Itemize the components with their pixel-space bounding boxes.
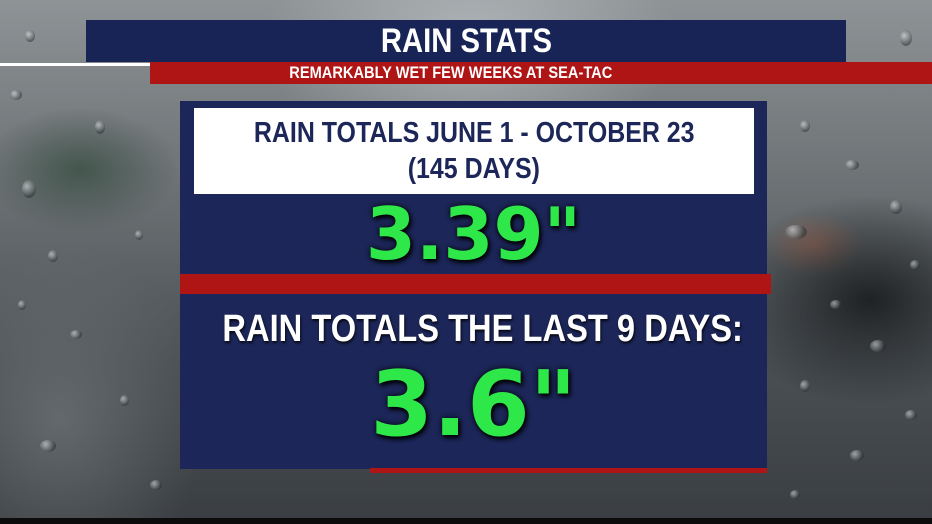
stat-1-label-box: RAIN TOTALS JUNE 1 - OCTOBER 23 (145 DAY… [194,108,754,194]
stat-2-value: 3.6" [370,352,577,457]
stat-1-label-line-2: (145 DAYS) [407,153,541,185]
bottom-accent-line [370,468,767,473]
page-subtitle: REMARKABLY WET FEW WEEKS AT SEA-TAC [289,63,613,82]
page-title: RAIN STATS [380,21,552,60]
title-bar: RAIN STATS [86,20,846,62]
bottom-edge [0,518,932,524]
stat-2-label: RAIN TOTALS THE LAST 9 DAYS: [180,304,767,354]
stat-2-label-text: RAIN TOTALS THE LAST 9 DAYS: [222,308,743,350]
stat-1-value: 3.39" [365,192,582,276]
red-divider [180,274,771,294]
stat-1-label-line-1: RAIN TOTALS JUNE 1 - OCTOBER 23 [253,117,695,149]
header-accent-line [0,63,152,66]
subtitle-bar: REMARKABLY WET FEW WEEKS AT SEA-TAC [150,62,932,84]
